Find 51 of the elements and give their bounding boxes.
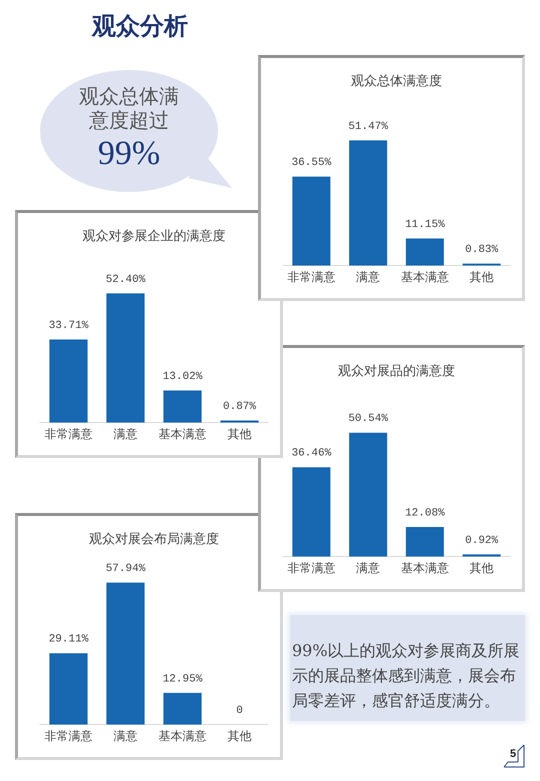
x-tick-label: 基本满意 bbox=[158, 728, 206, 743]
bar bbox=[406, 527, 444, 557]
bar bbox=[106, 293, 145, 423]
x-tick-label: 其他 bbox=[470, 270, 494, 284]
data-label: 0.83% bbox=[465, 244, 499, 256]
chart-title: 观众对展会布局满意度 bbox=[89, 531, 219, 548]
x-tick-label: 基本满意 bbox=[158, 426, 206, 441]
data-label: 12.95% bbox=[162, 673, 203, 686]
data-label: 0.92% bbox=[465, 534, 499, 547]
data-label: 12.08% bbox=[405, 507, 446, 520]
data-label: 13.02% bbox=[162, 370, 203, 383]
x-tick-label: 基本满意 bbox=[400, 560, 449, 575]
x-tick-label: 其他 bbox=[228, 728, 252, 743]
text: 观众分析 bbox=[92, 11, 188, 42]
data-label: 52.40% bbox=[106, 274, 146, 286]
x-tick-label: 其他 bbox=[228, 426, 252, 441]
chart-title: 观众总体满意度 bbox=[351, 73, 442, 90]
x-tick-label: 满意 bbox=[356, 270, 380, 284]
bar bbox=[349, 140, 388, 266]
data-label: 0.87% bbox=[222, 400, 256, 413]
bar bbox=[292, 467, 330, 557]
text: 99%以上的观众对参展商及所展示的展品整体感到满意，展会布局零差评，感官舒适度满分。 bbox=[292, 640, 521, 712]
data-label: 29.11% bbox=[48, 634, 89, 646]
data-label: 57.94% bbox=[106, 563, 146, 576]
bar bbox=[220, 420, 259, 423]
data-label: 50.54% bbox=[348, 413, 388, 426]
x-tick-label: 非常满意 bbox=[287, 270, 336, 284]
x-tick-label: 满意 bbox=[356, 560, 380, 575]
text: 观众总体满意度超过 bbox=[78, 84, 180, 132]
bar bbox=[349, 432, 388, 557]
x-tick-label: 基本满意 bbox=[400, 270, 449, 284]
chart-title: 观众对展品的满意度 bbox=[338, 363, 455, 380]
text: 99% bbox=[96, 134, 162, 174]
bar bbox=[49, 339, 88, 423]
x-tick-label: 满意 bbox=[114, 728, 138, 743]
bar bbox=[406, 238, 444, 266]
x-tick-label: 满意 bbox=[114, 426, 138, 441]
x-tick-label: 其他 bbox=[470, 560, 494, 575]
data-label: 0 bbox=[236, 705, 243, 718]
text: 5 bbox=[510, 747, 516, 761]
bar bbox=[292, 176, 330, 266]
bar bbox=[163, 390, 202, 423]
x-tick-label: 非常满意 bbox=[44, 728, 92, 743]
chart-title: 观众对参展企业的满意度 bbox=[82, 228, 226, 244]
data-label: 51.47% bbox=[348, 120, 388, 133]
data-label: 33.71% bbox=[48, 320, 89, 332]
x-tick-label: 非常满意 bbox=[44, 426, 92, 441]
data-label: 36.46% bbox=[292, 448, 332, 460]
data-label: 36.55% bbox=[292, 157, 332, 170]
x-tick-label: 非常满意 bbox=[287, 560, 336, 575]
data-label: 11.15% bbox=[405, 218, 446, 231]
